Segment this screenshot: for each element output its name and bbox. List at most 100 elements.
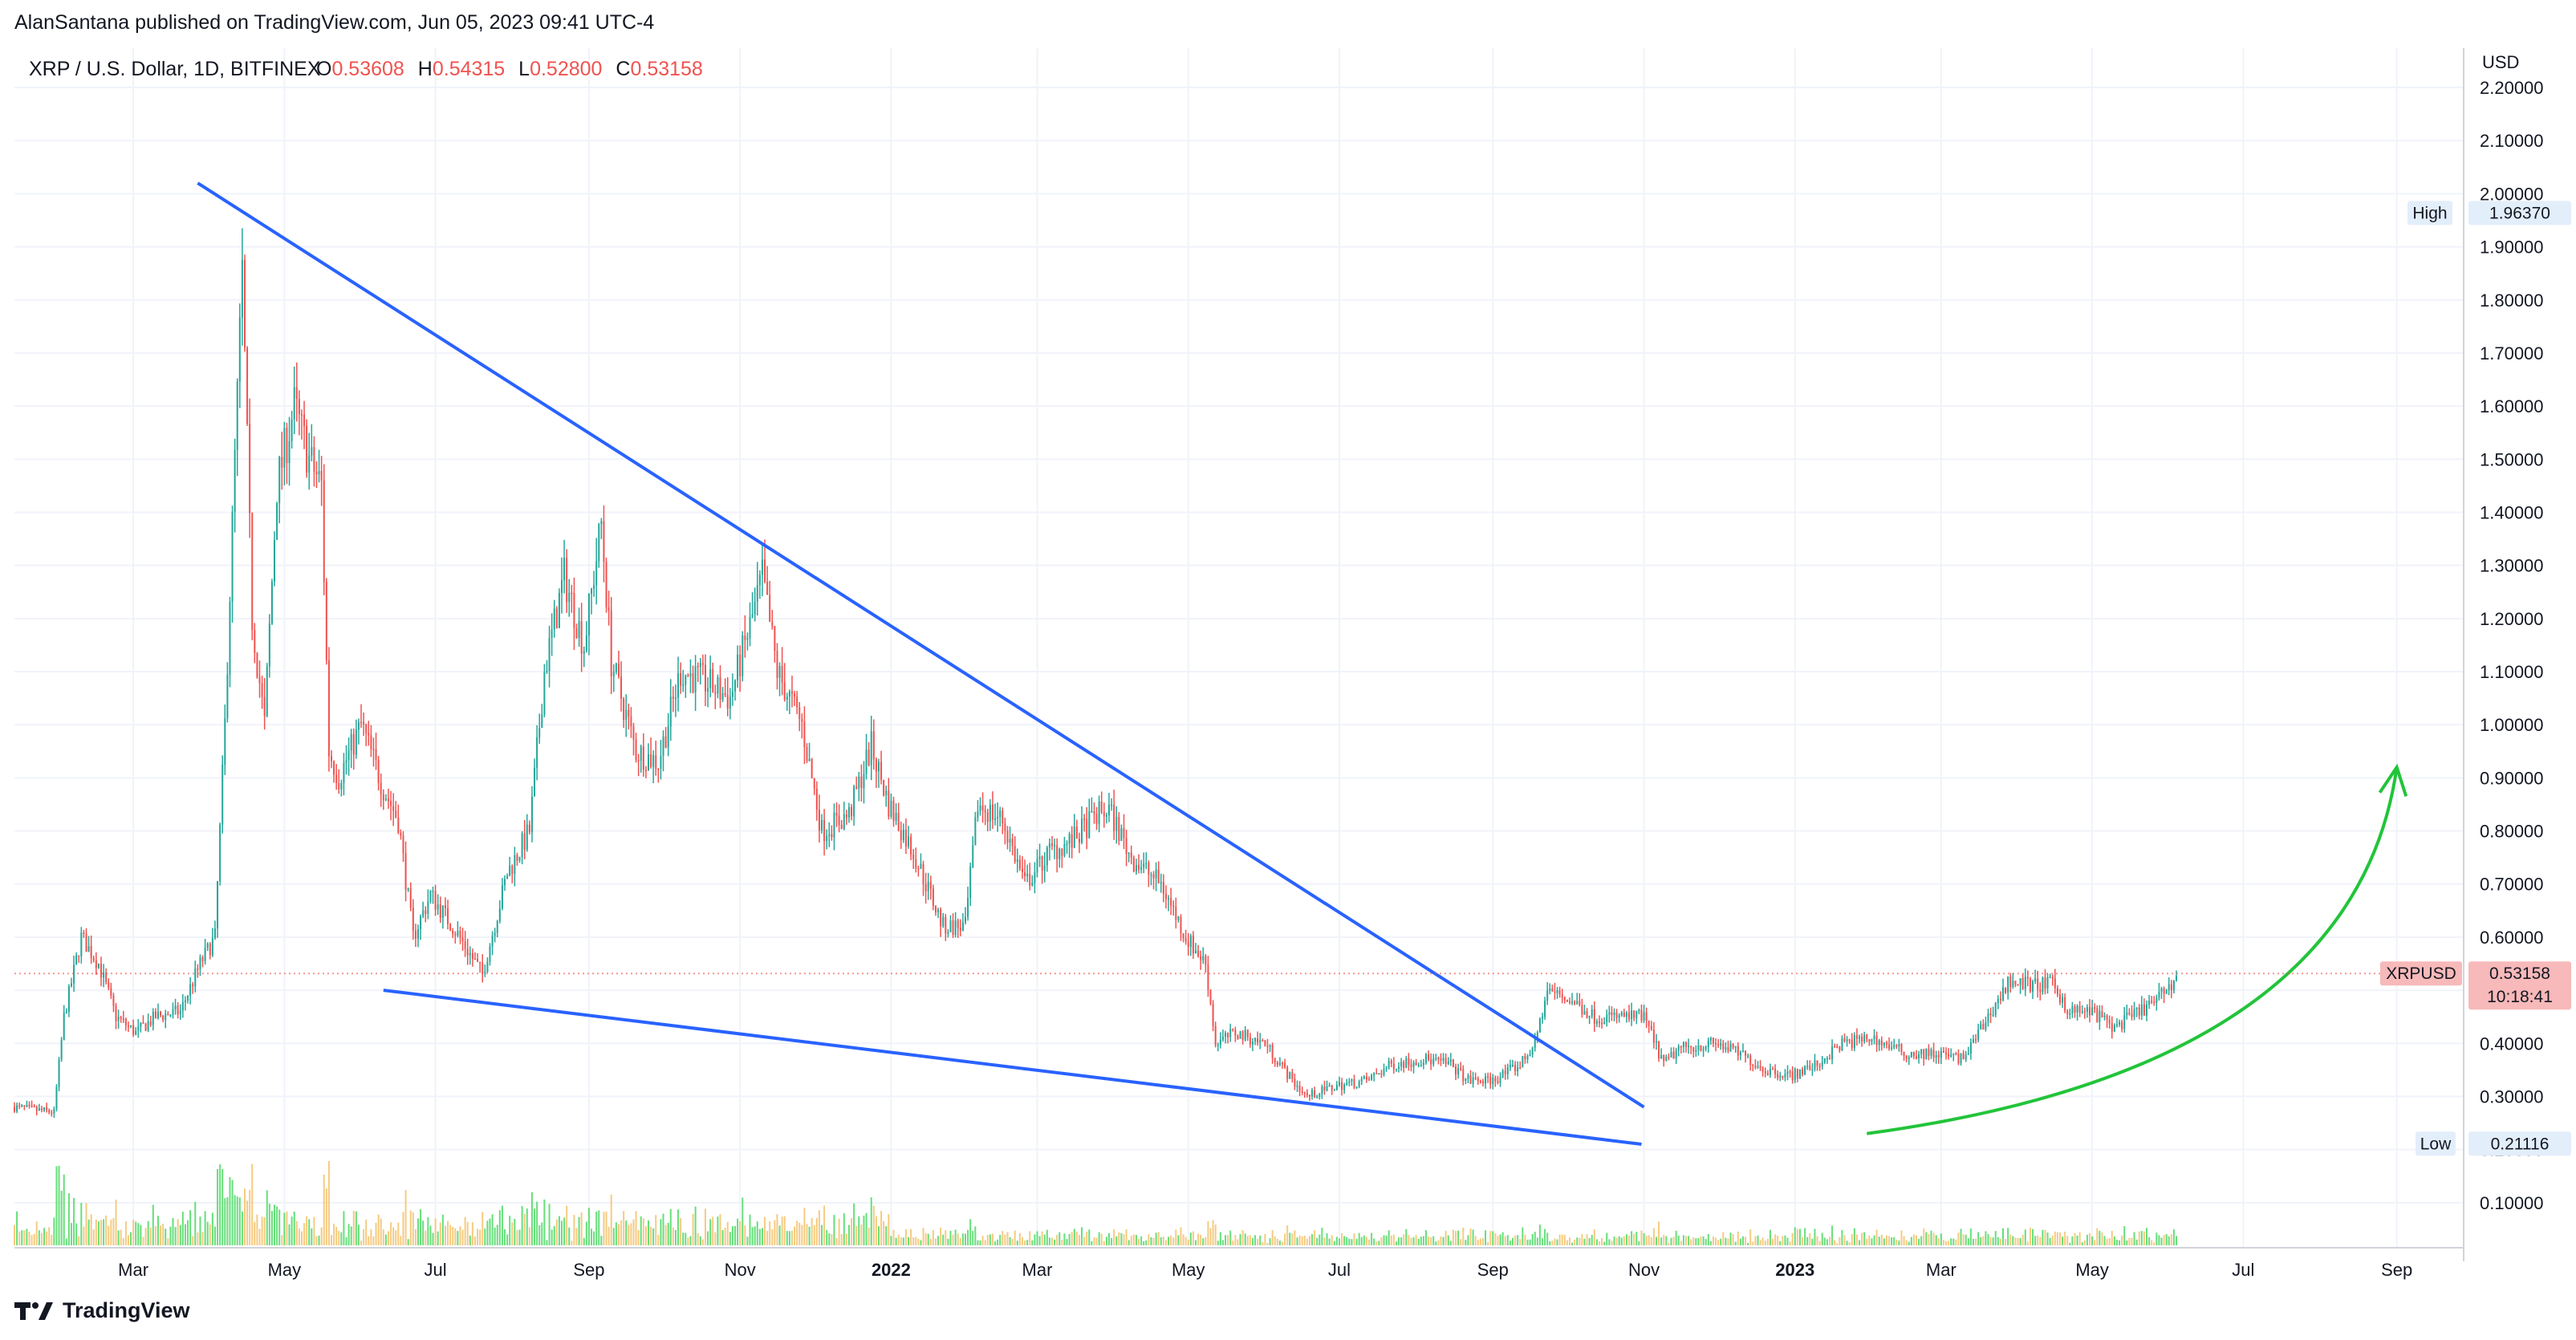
volume-bar xyxy=(2106,1238,2108,1245)
volume-bar xyxy=(323,1174,325,1245)
volume-bar xyxy=(1430,1237,1432,1245)
candle-body xyxy=(1086,818,1088,839)
candle-body xyxy=(1798,1069,1801,1078)
candle-body xyxy=(489,946,491,962)
volume-bar xyxy=(87,1219,90,1245)
candle-body xyxy=(1727,1047,1729,1052)
volume-bar xyxy=(2019,1238,2021,1245)
candle-body xyxy=(1123,828,1125,839)
volume-bar xyxy=(1905,1240,1908,1245)
candle-body xyxy=(246,347,249,424)
candle-body xyxy=(477,959,479,962)
time-tick-label: May xyxy=(268,1260,302,1280)
time-axis[interactable]: Mar May Jul Sep Nov 2022 Mar May Jul Sep Nov 2023 Ma… xyxy=(118,1260,2412,1280)
volume-bar xyxy=(1262,1242,1264,1245)
upper-trendline[interactable] xyxy=(197,181,1645,1109)
candle-body xyxy=(1385,1067,1388,1070)
volume-bar xyxy=(1816,1236,1818,1245)
volume-bar xyxy=(1061,1240,1063,1245)
candle-body xyxy=(345,760,347,763)
candle-body xyxy=(910,836,912,855)
volume-bar xyxy=(628,1224,630,1245)
candle-body xyxy=(1318,1094,1321,1097)
volume-bar xyxy=(880,1211,883,1245)
candle-body xyxy=(1241,1031,1244,1041)
candle-body xyxy=(781,666,783,683)
volume-bar xyxy=(1675,1230,1677,1245)
volume-bar xyxy=(1219,1232,1221,1245)
volume-bar xyxy=(1088,1229,1091,1245)
candle-body xyxy=(1851,1039,1853,1049)
curved-arrow-head[interactable] xyxy=(2378,763,2408,797)
candle-body xyxy=(1903,1051,1905,1056)
volume-bar xyxy=(1831,1225,1834,1245)
volume-bar xyxy=(21,1230,23,1245)
curved-arrow[interactable] xyxy=(1867,766,2399,1135)
candle-body xyxy=(598,524,600,562)
volume-bar xyxy=(1457,1230,1460,1245)
volume-bar xyxy=(429,1225,432,1245)
candle-body xyxy=(1018,859,1021,869)
candle-body xyxy=(1348,1081,1351,1083)
candle-body xyxy=(719,676,721,700)
volume-bar xyxy=(1704,1239,1707,1245)
volume-bar xyxy=(1846,1241,1848,1245)
candle-body xyxy=(1690,1046,1692,1048)
candle-body xyxy=(92,957,95,960)
candle-body xyxy=(1118,817,1120,841)
tradingview-brand[interactable]: TradingView xyxy=(14,1298,190,1323)
price-tick-label: 0.80000 xyxy=(2480,822,2544,842)
volume-bar xyxy=(1912,1234,1915,1245)
volume-bar xyxy=(991,1233,993,1245)
candle-body xyxy=(1363,1076,1365,1079)
candle-body xyxy=(571,592,573,595)
candle-body xyxy=(1816,1060,1818,1066)
candle-body xyxy=(2176,976,2178,981)
candle-body xyxy=(657,769,660,770)
candle-body xyxy=(1859,1037,1861,1039)
candle-body xyxy=(924,883,927,891)
volume-bar xyxy=(1635,1232,1638,1245)
volume-bar xyxy=(1444,1230,1447,1245)
candle-body xyxy=(620,676,623,700)
volume-bar xyxy=(587,1208,590,1245)
candle-body xyxy=(397,817,400,833)
price-tick-label: 0.70000 xyxy=(2480,875,2544,895)
lower-trendline[interactable] xyxy=(383,989,1642,1147)
drawings[interactable] xyxy=(197,181,2408,1147)
candle-body xyxy=(266,666,268,717)
volume-bar xyxy=(1937,1238,1940,1245)
volume-bar xyxy=(560,1220,563,1245)
candle-body xyxy=(1542,1017,1544,1019)
volume-bar xyxy=(685,1232,687,1245)
volume-bar xyxy=(311,1228,313,1245)
volume-bar xyxy=(2081,1242,2083,1245)
volume-bar xyxy=(1920,1236,1923,1245)
candle-body xyxy=(486,961,489,973)
candle-body xyxy=(1006,830,1009,843)
candle-body xyxy=(1702,1049,1704,1051)
time-tick-label: Sep xyxy=(1477,1260,1509,1280)
volume-bar xyxy=(2024,1229,2026,1245)
candle-body xyxy=(1898,1044,1900,1046)
candle-body xyxy=(1593,1009,1595,1024)
candle-body xyxy=(278,457,281,503)
candle-body xyxy=(1388,1061,1390,1068)
volume-bar xyxy=(709,1219,712,1245)
volume-bar xyxy=(1091,1241,1093,1245)
volume-bar xyxy=(1982,1236,1985,1245)
candle-body xyxy=(387,798,389,802)
volume-bar xyxy=(1554,1238,1556,1245)
volume-bar xyxy=(1111,1237,1113,1245)
volume-bar xyxy=(1138,1238,1140,1245)
candle-body xyxy=(1992,1014,1994,1017)
candle-body xyxy=(471,952,473,959)
candle-body xyxy=(1749,1055,1752,1066)
volume-bar xyxy=(1581,1233,1583,1245)
volume-bar xyxy=(1479,1238,1481,1245)
candle-body xyxy=(122,1018,124,1021)
symbol-name[interactable]: XRP / U.S. Dollar, 1D, BITFINEX xyxy=(29,58,321,80)
volume-bar xyxy=(1440,1236,1442,1245)
volume-bar xyxy=(1380,1237,1383,1245)
